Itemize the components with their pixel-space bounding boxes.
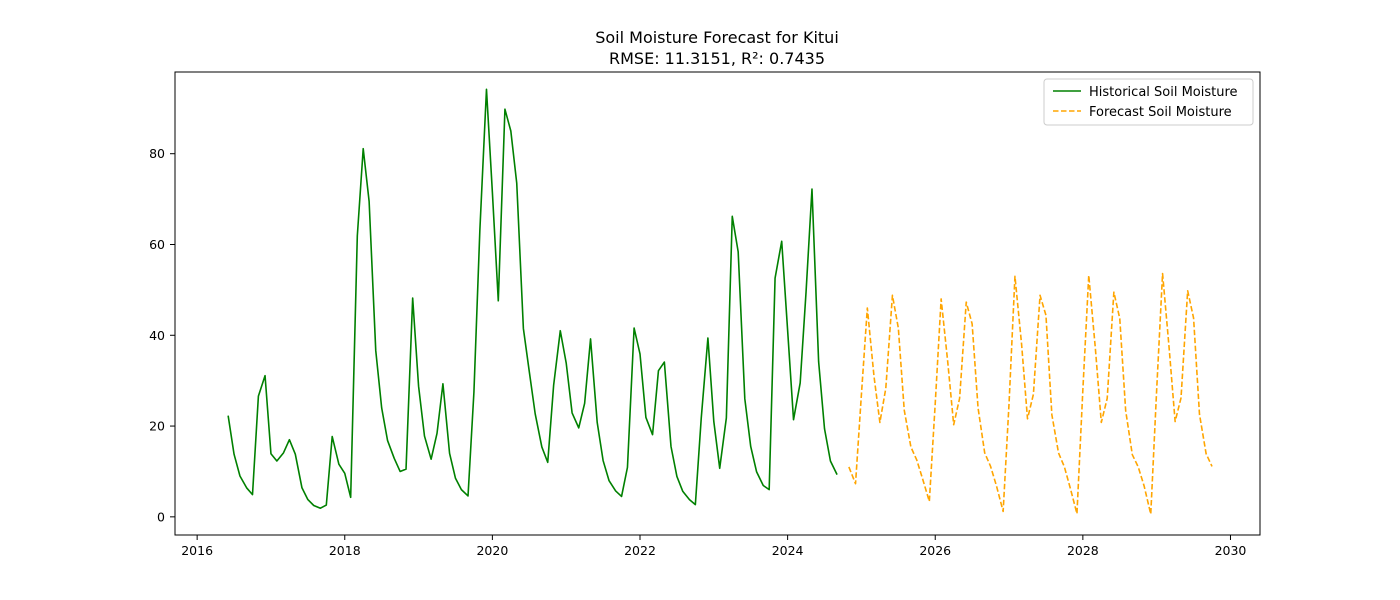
y-tick-label: 60 [149, 237, 165, 252]
x-tick-label: 2024 [772, 543, 804, 558]
forecast-soil-moisture-line [848, 272, 1213, 515]
x-tick-label: 2016 [181, 543, 213, 558]
x-tick-label: 2026 [919, 543, 951, 558]
x-tick-label: 2028 [1067, 543, 1099, 558]
y-tick-label: 40 [149, 328, 165, 343]
legend: Historical Soil Moisture Forecast Soil M… [1043, 78, 1254, 126]
x-tick-label: 2018 [329, 543, 361, 558]
y-axis: 0 20 40 60 80 [149, 146, 175, 524]
chart-title: Soil Moisture Forecast for Kitui [595, 28, 839, 47]
series-layer [227, 88, 1213, 515]
historical-soil-moisture-line [227, 88, 838, 510]
x-tick-label: 2022 [624, 543, 656, 558]
x-tick-label: 2020 [476, 543, 508, 558]
legend-label-historical: Historical Soil Moisture [1089, 85, 1238, 100]
x-axis: 2016 2018 2020 2022 2024 2026 2028 2030 [181, 535, 1246, 558]
y-tick-label: 20 [149, 419, 165, 434]
y-tick-label: 80 [149, 146, 165, 161]
legend-frame [1043, 78, 1254, 126]
legend-label-forecast: Forecast Soil Moisture [1089, 105, 1232, 120]
chart-subtitle: RMSE: 11.3151, R²: 0.7435 [609, 49, 825, 68]
plot-area-frame [174, 71, 1261, 536]
y-tick-label: 0 [157, 509, 165, 524]
x-tick-label: 2030 [1215, 543, 1247, 558]
